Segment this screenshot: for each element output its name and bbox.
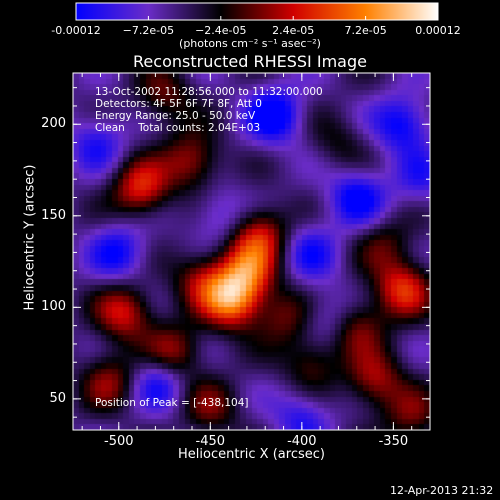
y-tick-label: 100 bbox=[41, 299, 66, 315]
clean-counts-annotation: Clean Total counts: 2.04E+03 bbox=[95, 122, 261, 134]
y-tick-label: 50 bbox=[49, 390, 66, 406]
x-tick-label: -350 bbox=[378, 434, 409, 449]
colorbar bbox=[75, 2, 439, 21]
y-tick-label: 200 bbox=[41, 116, 66, 132]
colorbar-tick-label: −7.2e-05 bbox=[122, 24, 175, 37]
x-tick-label: -400 bbox=[287, 434, 317, 449]
colorbar-tick-label: −2.4e-05 bbox=[195, 24, 247, 37]
colorbar-tick-label: 0.00012 bbox=[415, 24, 461, 37]
colorbar-units: (photons cm⁻² s⁻¹ asec⁻²) bbox=[179, 37, 321, 50]
plot-border bbox=[72, 72, 431, 431]
x-tick-label: -500 bbox=[104, 434, 134, 449]
chart-title: Reconstructed RHESSI Image bbox=[133, 52, 367, 71]
time-range-annotation: 13-Oct-2002 11:28:56.000 to 11:32:00.000 bbox=[95, 86, 323, 98]
colorbar-tick-label: 2.4e-05 bbox=[272, 24, 315, 37]
energy-range-annotation: Energy Range: 25.0 - 50.0 keV bbox=[95, 110, 256, 122]
plot-timestamp: 12-Apr-2013 21:32 bbox=[390, 484, 494, 497]
axis-tick-marks bbox=[73, 73, 431, 430]
peak-position-annotation: Position of Peak = [-438,104] bbox=[95, 397, 249, 409]
x-axis-label: Heliocentric X (arcsec) bbox=[178, 447, 325, 462]
detectors-annotation: Detectors: 4F 5F 6F 7F 8F, Att 0 bbox=[95, 98, 262, 110]
y-tick-label: 150 bbox=[41, 207, 66, 223]
heatmap-image bbox=[73, 73, 430, 430]
colorbar-tick-label: -0.00012 bbox=[51, 24, 101, 37]
colorbar-tick-label: 7.2e-05 bbox=[344, 24, 387, 37]
y-axis-label: Heliocentric Y (arcsec) bbox=[22, 164, 38, 311]
x-tick-label: -450 bbox=[195, 434, 226, 449]
colorbar-gradient bbox=[75, 2, 439, 21]
